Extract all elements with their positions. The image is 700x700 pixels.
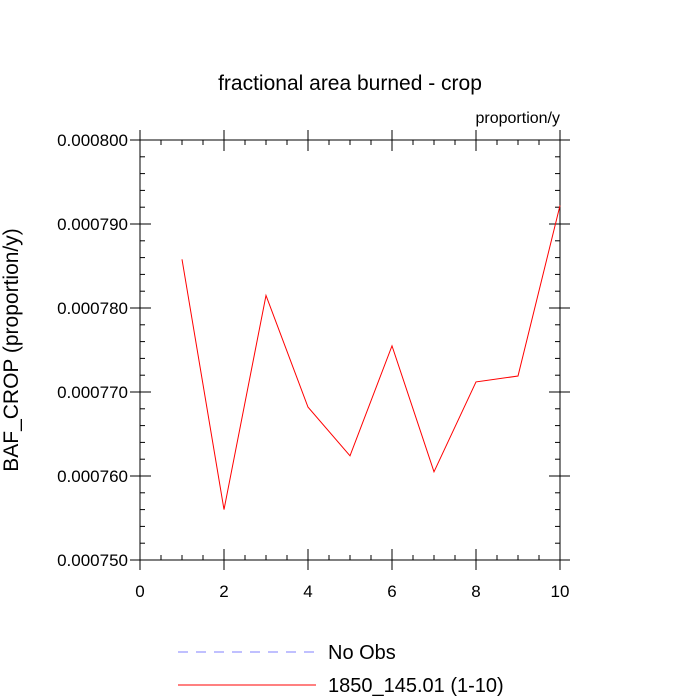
chart-title: fractional area burned - crop [218, 72, 482, 95]
legend: No Obs 1850_145.01 (1-10) [178, 642, 504, 697]
y-tick-label: 0.000800 [57, 131, 128, 150]
x-tick-label: 4 [303, 582, 312, 601]
y-axis-label: BAF_CROP (proportion/y) [0, 228, 23, 472]
legend-label: No Obs [328, 642, 396, 664]
units-label: proportion/y [476, 110, 561, 127]
x-tick-label: 2 [219, 582, 228, 601]
y-tick-label: 0.000770 [57, 383, 128, 402]
x-tick-label: 6 [387, 582, 396, 601]
series-line [181, 205, 561, 510]
y-tick-label: 0.000750 [57, 551, 128, 570]
x-tick-label: 0 [135, 582, 144, 601]
y-tick-label: 0.000780 [57, 299, 128, 318]
y-tick-label: 0.000790 [57, 215, 128, 234]
plot-frame [139, 139, 561, 561]
y-tick-label: 0.000760 [57, 467, 128, 486]
x-tick-label: 10 [551, 582, 570, 601]
x-tick-label: 8 [471, 582, 480, 601]
plot-area: 0 2 4 6 8 10 0.000750 0.000760 0.000770 0.000780 0… [57, 130, 570, 601]
legend-label: 1850_145.01 (1-10) [328, 675, 504, 697]
